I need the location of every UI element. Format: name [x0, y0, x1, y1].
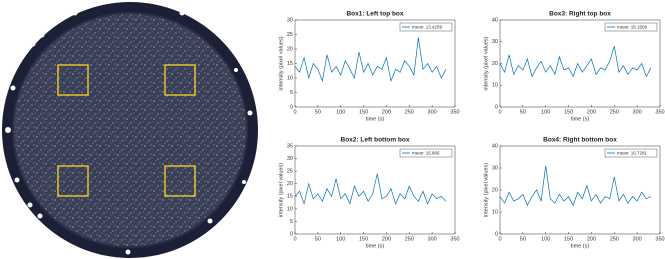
x-tick-label: 150	[564, 236, 573, 242]
plot-area	[499, 145, 661, 235]
chart-title: Box2: Left bottom box	[341, 137, 410, 144]
y-tick-label: 30	[287, 156, 293, 162]
chart-title: Box4: Right bottom box	[543, 137, 617, 144]
legend-box	[399, 148, 453, 158]
plot-area	[499, 19, 661, 108]
x-axis-label: time (s)	[366, 243, 385, 249]
legend-box	[604, 22, 658, 32]
y-tick-label: 10	[492, 83, 498, 89]
y-tick-label: 20	[492, 187, 498, 193]
y-axis-label: intensity (pixel values)	[483, 163, 489, 217]
legend-label: mean: 16.7281	[617, 150, 648, 155]
legend-label: mean: 15.866	[412, 150, 440, 155]
x-tick-label: 100	[541, 109, 550, 115]
legend-box	[604, 148, 658, 158]
y-tick-label: 10	[287, 206, 293, 212]
y-tick-label: 25	[287, 169, 293, 175]
y-tick-label: 5	[290, 219, 293, 225]
y-tick-label: 40	[492, 17, 498, 23]
y-tick-label: 0	[495, 231, 498, 237]
y-axis-label: intensity (pixel values)	[483, 36, 489, 90]
x-tick-label: 300	[428, 236, 437, 242]
plot-area	[294, 145, 456, 235]
plate-image	[2, 2, 258, 258]
chart-title: Box3: Right top box	[549, 11, 611, 18]
x-tick-label: 300	[428, 109, 437, 115]
y-tick-label: 20	[287, 46, 293, 52]
data-line	[499, 165, 652, 207]
x-tick-label: 350	[450, 109, 459, 115]
y-tick-label: 15	[287, 194, 293, 200]
x-tick-label: 300	[633, 109, 642, 115]
y-tick-label: 35	[287, 143, 293, 149]
x-tick-label: 0	[498, 109, 501, 115]
y-tick-label: 40	[492, 143, 498, 149]
x-tick-label: 200	[587, 109, 596, 115]
x-tick-label: 0	[498, 236, 501, 242]
x-tick-label: 150	[359, 109, 368, 115]
x-tick-label: 350	[450, 236, 459, 242]
x-tick-label: 150	[359, 236, 368, 242]
data-line	[294, 37, 447, 83]
x-axis-label: time (s)	[571, 116, 590, 122]
x-tick-label: 350	[655, 236, 664, 242]
x-tick-label: 200	[382, 109, 391, 115]
y-tick-label: 5	[290, 90, 293, 96]
x-tick-label: 200	[382, 236, 391, 242]
x-tick-label: 150	[564, 109, 573, 115]
y-tick-label: 0	[290, 104, 293, 110]
y-tick-label: 25	[287, 32, 293, 38]
x-tick-label: 350	[655, 109, 664, 115]
plot-area	[294, 19, 456, 108]
x-tick-label: 50	[315, 236, 321, 242]
chart-title: Box1: Left top box	[346, 11, 403, 18]
y-tick-label: 10	[287, 75, 293, 81]
x-tick-label: 200	[587, 236, 596, 242]
y-tick-label: 0	[495, 104, 498, 110]
y-tick-label: 30	[492, 165, 498, 171]
y-axis-label: intensity (pixel values)	[278, 36, 284, 90]
x-tick-label: 250	[405, 109, 414, 115]
data-line	[294, 173, 447, 206]
x-tick-label: 250	[405, 236, 414, 242]
x-axis-label: time (s)	[571, 243, 590, 249]
x-tick-label: 250	[610, 109, 619, 115]
x-tick-label: 50	[315, 109, 321, 115]
data-line	[499, 45, 652, 78]
y-axis-label: intensity (pixel values)	[278, 163, 284, 217]
y-tick-label: 0	[290, 231, 293, 237]
legend-label: mean: 18.1508	[617, 24, 648, 29]
y-tick-label: 20	[492, 61, 498, 67]
x-tick-label: 100	[336, 109, 345, 115]
x-tick-label: 100	[541, 236, 550, 242]
y-tick-label: 15	[287, 61, 293, 67]
x-tick-label: 100	[336, 236, 345, 242]
legend-box	[399, 22, 453, 32]
x-tick-label: 50	[520, 236, 526, 242]
y-tick-label: 30	[492, 39, 498, 45]
legend-label: mean: 13.4259	[412, 24, 443, 29]
x-tick-label: 0	[293, 236, 296, 242]
x-axis-label: time (s)	[366, 116, 385, 122]
y-tick-label: 20	[287, 181, 293, 187]
x-tick-label: 250	[610, 236, 619, 242]
x-tick-label: 50	[520, 109, 526, 115]
x-tick-label: 300	[633, 236, 642, 242]
x-tick-label: 0	[293, 109, 296, 115]
y-tick-label: 30	[287, 17, 293, 23]
y-tick-label: 10	[492, 209, 498, 215]
